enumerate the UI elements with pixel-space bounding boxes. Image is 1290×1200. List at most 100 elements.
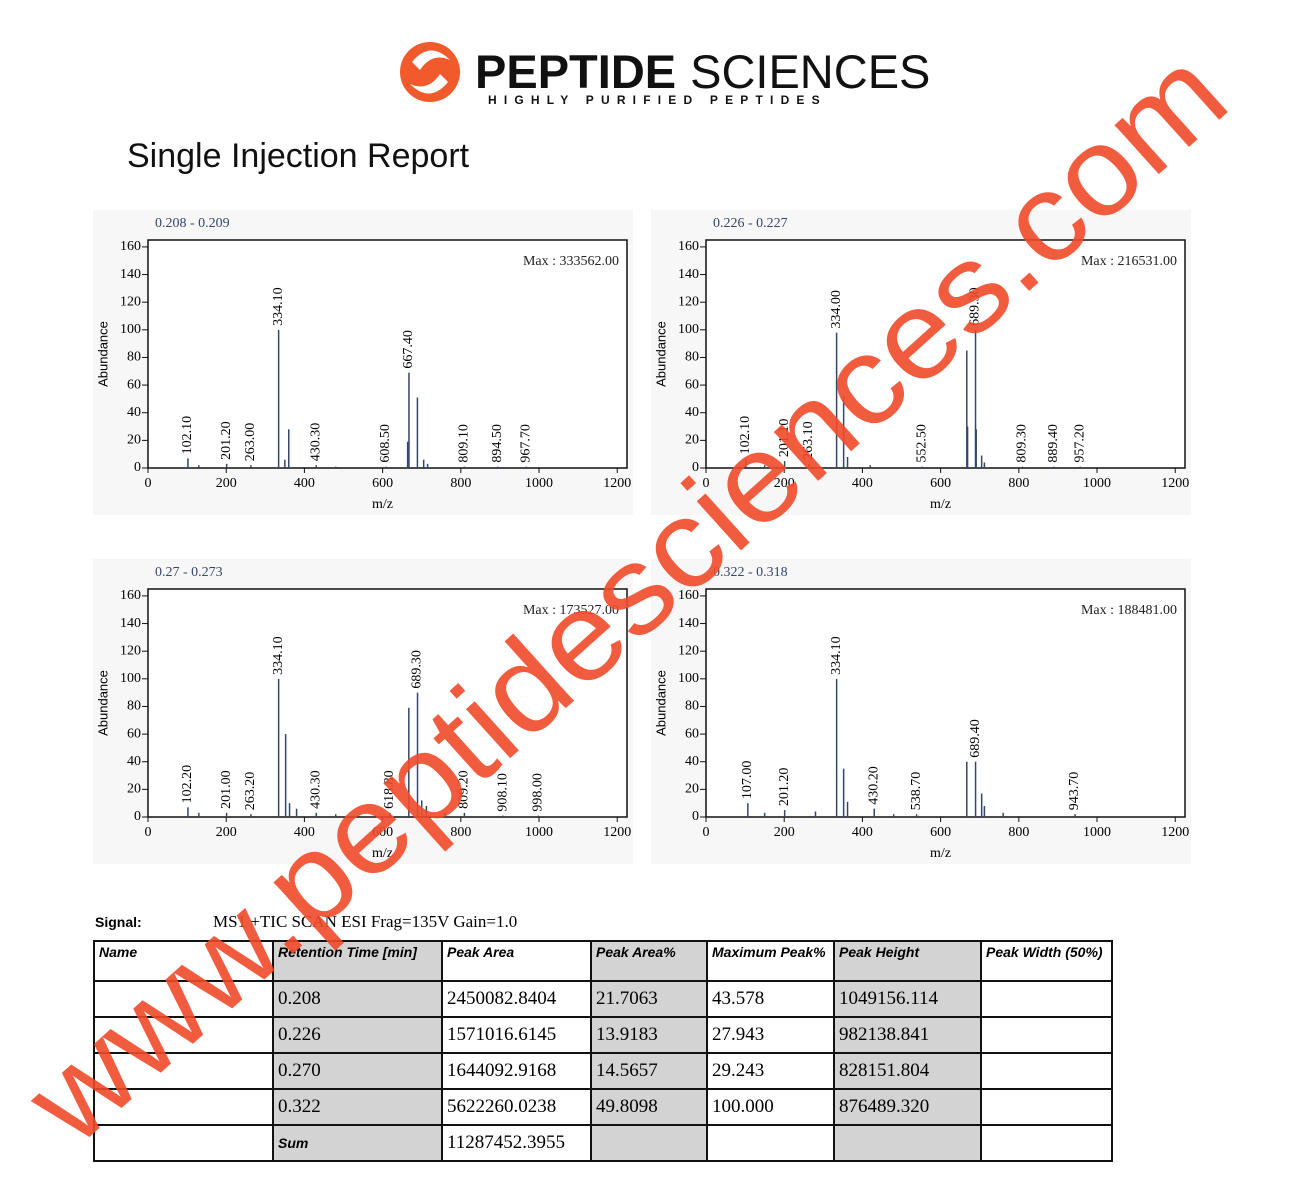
y-tick-label: 0 <box>134 460 141 475</box>
table-cell <box>980 1088 1113 1126</box>
max-label: Max : 188481.00 <box>1081 603 1177 618</box>
peak-label: 957.20 <box>1073 424 1088 463</box>
x-tick-label: 400 <box>852 476 873 491</box>
y-tick-label: 0 <box>134 809 141 824</box>
y-tick-label: 20 <box>127 782 141 797</box>
chart-title: 0.27 - 0.273 <box>155 565 223 580</box>
y-tick-label: 120 <box>678 643 699 658</box>
peak-label: 102.10 <box>180 416 195 455</box>
peak-label: 334.00 <box>829 290 844 329</box>
y-tick-label: 160 <box>678 588 699 603</box>
x-tick-label: 200 <box>774 476 795 491</box>
max-label: Max : 216531.00 <box>1081 254 1177 269</box>
y-tick-label: 140 <box>678 267 699 282</box>
peak-label: 334.10 <box>271 636 286 675</box>
chart-title: 0.208 - 0.209 <box>155 216 230 231</box>
table-cell <box>93 1016 274 1054</box>
x-axis-label: m/z <box>372 497 393 512</box>
peak-label: 809.20 <box>457 770 472 809</box>
y-tick-label: 160 <box>120 239 141 254</box>
table-cell: 0.208 <box>272 980 443 1018</box>
y-tick-label: 100 <box>120 671 141 686</box>
table-cell <box>833 1124 982 1162</box>
peak-label: 430.30 <box>308 770 323 809</box>
table-cell <box>980 980 1113 1018</box>
y-tick-label: 80 <box>127 699 141 714</box>
spectrum-chart: 0.322 - 0.318 Max : 188481.00 m/z Abundance… <box>651 559 1191 864</box>
x-tick-label: 1200 <box>1161 825 1189 840</box>
table-row: 0.322 5622260.0238 49.8098 100.000 876489.32… <box>93 1088 1113 1126</box>
x-axis-label: m/z <box>372 846 393 861</box>
chart-title: 0.322 - 0.318 <box>713 565 788 580</box>
x-tick-label: 200 <box>216 476 237 491</box>
spectrum-chart: 0.27 - 0.273 Max : 173527.00 m/z Abundance 0… <box>93 559 633 864</box>
y-tick-label: 60 <box>685 377 699 392</box>
y-tick-label: 0 <box>692 460 699 475</box>
peak-label: 102.20 <box>180 765 195 804</box>
x-tick-label: 200 <box>774 825 795 840</box>
peak-label: 201.20 <box>219 421 234 460</box>
signal-value: MS1 +TIC SCAN ESI Frag=135V Gain=1.0 <box>213 912 518 931</box>
y-tick-label: 80 <box>685 699 699 714</box>
peak-label: 334.10 <box>271 287 286 326</box>
table-cell <box>590 1124 708 1162</box>
y-tick-label: 40 <box>685 405 699 420</box>
table-cell: 13.9183 <box>590 1016 708 1054</box>
column-header: Peak Width (50%) <box>980 940 1113 982</box>
y-axis-label: Abundance <box>95 321 110 387</box>
results-table: Name Retention Time [min] Peak Area Peak Ar… <box>93 940 1113 1162</box>
table-cell: 5622260.0238 <box>441 1088 592 1126</box>
y-tick-label: 20 <box>685 782 699 797</box>
y-tick-label: 0 <box>692 809 699 824</box>
table-cell: 876489.320 <box>833 1088 982 1126</box>
report-title: Single Injection Report <box>127 137 470 175</box>
y-tick-label: 140 <box>120 616 141 631</box>
x-tick-label: 600 <box>372 825 393 840</box>
peak-label: 538.70 <box>909 772 924 811</box>
plot-area <box>147 588 628 818</box>
peak-label: 201.10 <box>777 419 792 458</box>
peak-label: 943.70 <box>1067 772 1082 811</box>
table-cell: 0.226 <box>272 1016 443 1054</box>
x-tick-label: 0 <box>703 825 710 840</box>
table-row: 0.270 1644092.9168 14.5657 29.243 828151.804 <box>93 1052 1113 1090</box>
table-cell: 982138.841 <box>833 1016 982 1054</box>
table-cell <box>706 1124 835 1162</box>
peak-label: 107.00 <box>740 761 755 800</box>
tagline: HIGHLY PURIFIED PEPTIDES <box>488 93 827 107</box>
table-cell: 828151.804 <box>833 1052 982 1090</box>
table-cell: 2450082.8404 <box>441 980 592 1018</box>
column-header: Peak Height <box>833 940 982 982</box>
y-tick-label: 40 <box>127 754 141 769</box>
peak-label: 908.10 <box>495 773 510 812</box>
peak-label: 689.30 <box>410 650 425 689</box>
header-row: Name Retention Time [min] Peak Area Peak Ar… <box>93 940 1113 982</box>
peak-label: 430.30 <box>308 423 323 462</box>
y-tick-label: 100 <box>678 322 699 337</box>
spectrum-chart: 0.226 - 0.227 Max : 216531.00 m/z Abundance… <box>651 210 1191 515</box>
table-cell: 0.322 <box>272 1088 443 1126</box>
table-cell <box>93 980 274 1018</box>
peak-label: 552.50 <box>914 424 929 463</box>
x-tick-label: 1000 <box>525 476 553 491</box>
max-label: Max : 173527.00 <box>523 603 619 618</box>
y-tick-label: 120 <box>120 294 141 309</box>
y-tick-label: 120 <box>120 643 141 658</box>
x-tick-label: 800 <box>450 825 471 840</box>
table-row: 0.226 1571016.6145 13.9183 27.943 982138.841 <box>93 1016 1113 1054</box>
peak-label: 263.00 <box>243 423 258 462</box>
y-tick-label: 40 <box>685 754 699 769</box>
max-label: Max : 333562.00 <box>523 254 619 269</box>
brand-word: SCIENCES <box>690 45 930 98</box>
table-cell: 1644092.9168 <box>441 1052 592 1090</box>
y-tick-label: 100 <box>120 322 141 337</box>
x-tick-label: 200 <box>216 825 237 840</box>
table-cell <box>93 1088 274 1126</box>
y-tick-label: 140 <box>678 616 699 631</box>
logo-swirl <box>410 50 450 94</box>
chart-title: 0.226 - 0.227 <box>713 216 788 231</box>
peak-label: 894.50 <box>490 424 505 463</box>
brand-bold: PEPTIDE SCIENCES <box>475 45 930 98</box>
x-tick-label: 600 <box>372 476 393 491</box>
x-tick-label: 800 <box>1008 825 1029 840</box>
